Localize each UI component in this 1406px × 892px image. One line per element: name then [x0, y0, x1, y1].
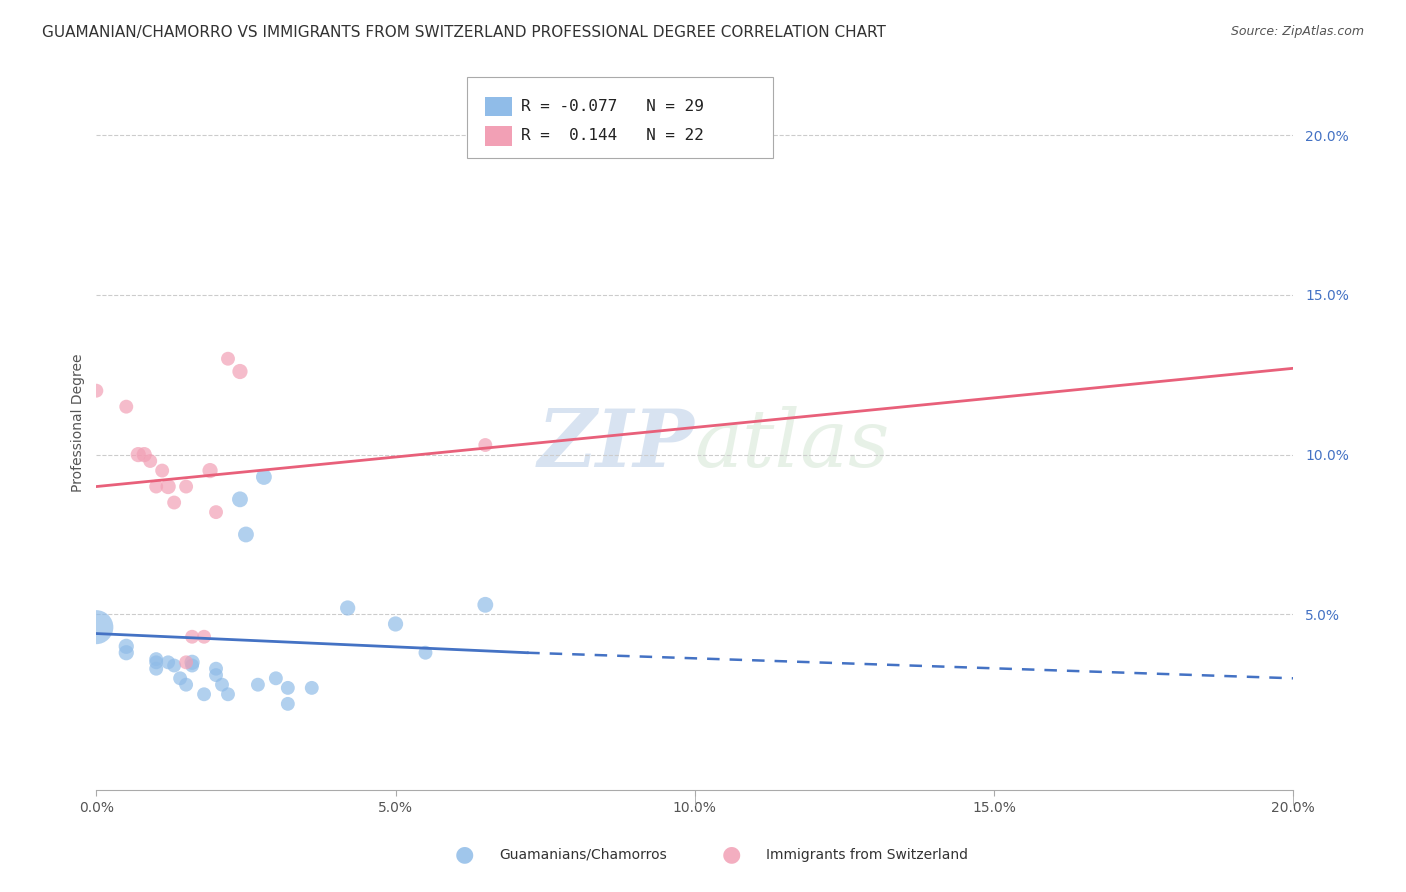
Point [181, 658, 204, 673]
Point [193, 630, 215, 644]
Point [229, 364, 252, 378]
Point [198, 464, 221, 478]
Text: ZIP: ZIP [538, 406, 695, 483]
Point [174, 656, 197, 670]
Text: atlas: atlas [695, 406, 890, 483]
Point [115, 646, 138, 660]
Point [163, 658, 186, 673]
Point [134, 448, 156, 462]
Point [150, 464, 173, 478]
Text: Guamanians/Chamorros: Guamanians/Chamorros [499, 847, 666, 862]
Point [235, 527, 257, 541]
Bar [485, 127, 512, 145]
Point [277, 697, 299, 711]
Point [384, 617, 406, 632]
Text: R =  0.144   N = 22: R = 0.144 N = 22 [522, 128, 704, 144]
Text: ●: ● [721, 845, 741, 864]
Point [205, 505, 228, 519]
Point [157, 656, 180, 670]
Point [205, 668, 228, 682]
Point [145, 656, 167, 670]
Point [301, 681, 323, 695]
Point [115, 400, 138, 414]
Point [163, 495, 186, 509]
Point [474, 598, 496, 612]
Point [145, 662, 167, 676]
Point [474, 438, 496, 452]
Point [205, 662, 228, 676]
Point [246, 678, 269, 692]
Point [86, 384, 108, 398]
Point [336, 601, 359, 615]
Point [174, 479, 197, 493]
Point [181, 630, 204, 644]
Point [174, 678, 197, 692]
Point [217, 351, 239, 366]
Point [713, 144, 735, 158]
Point [169, 671, 191, 685]
Point [157, 479, 180, 493]
Text: ●: ● [454, 845, 474, 864]
Bar [485, 97, 512, 116]
Point [217, 687, 239, 701]
Text: GUAMANIAN/CHAMORRO VS IMMIGRANTS FROM SWITZERLAND PROFESSIONAL DEGREE CORRELATIO: GUAMANIAN/CHAMORRO VS IMMIGRANTS FROM SW… [42, 25, 886, 40]
Point [253, 470, 276, 484]
Text: Immigrants from Switzerland: Immigrants from Switzerland [766, 847, 969, 862]
Point [193, 687, 215, 701]
Text: Source: ZipAtlas.com: Source: ZipAtlas.com [1230, 25, 1364, 38]
Point [415, 646, 437, 660]
Point [264, 671, 287, 685]
Point [139, 454, 162, 468]
Point [211, 678, 233, 692]
Point [277, 681, 299, 695]
Y-axis label: Professional Degree: Professional Degree [72, 353, 86, 491]
Point [86, 620, 108, 634]
FancyBboxPatch shape [467, 78, 772, 158]
Point [115, 640, 138, 654]
Point [145, 652, 167, 666]
Point [127, 448, 149, 462]
Point [145, 479, 167, 493]
Point [181, 656, 204, 670]
Text: R = -0.077   N = 29: R = -0.077 N = 29 [522, 99, 704, 114]
Point [229, 492, 252, 507]
